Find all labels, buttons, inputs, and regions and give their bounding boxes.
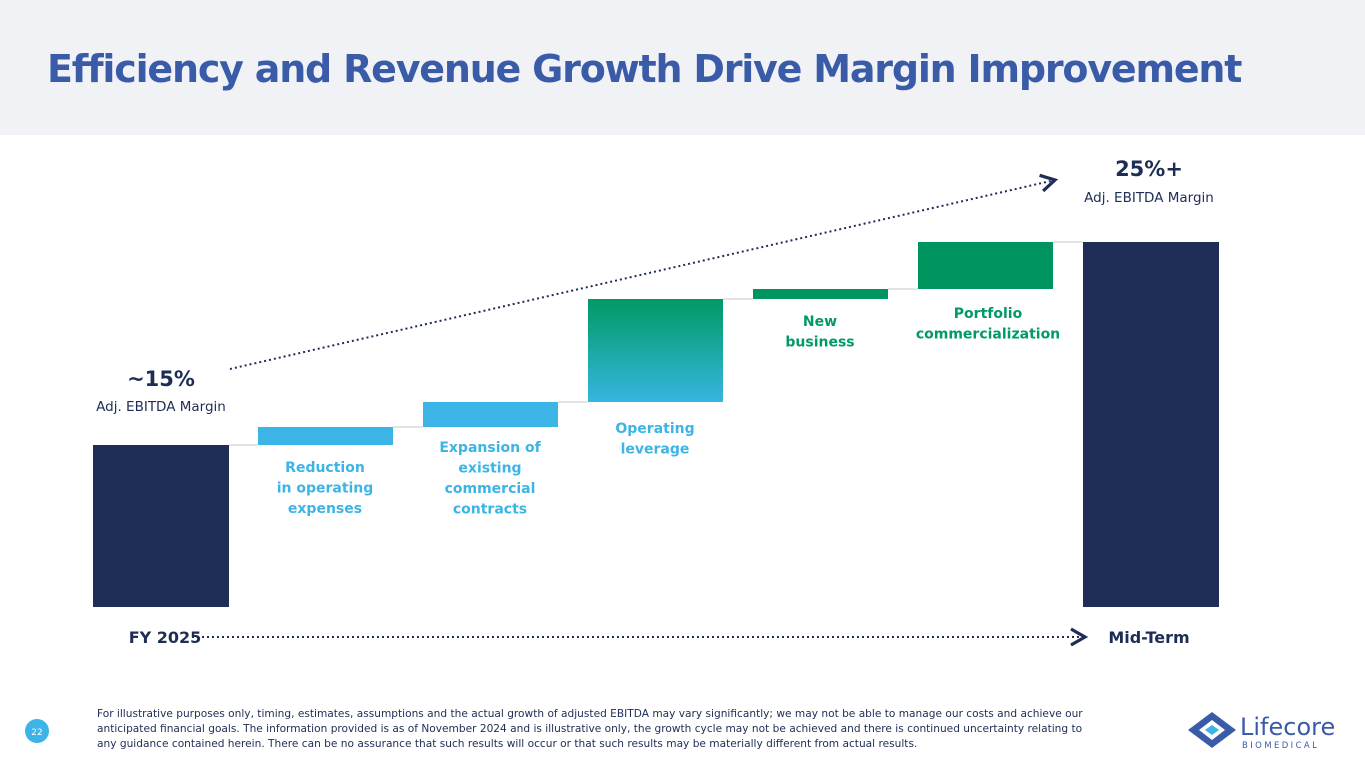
step-label: New business [785,314,854,351]
step-label-line: in operating [277,481,374,497]
step-label-line: Reduction [285,460,365,476]
step-label: Portfolio commercialization [916,306,1060,343]
page-number: 22 [31,728,42,738]
start-bar [93,445,229,607]
step-bar [258,427,393,445]
page-badge [25,719,49,743]
disclaimer: For illustrative purposes only, timing, … [97,708,1083,750]
step-label-line: commercialization [916,327,1060,343]
step-label-line: Operating [615,421,694,437]
step-label-line: contracts [453,502,527,518]
step-bar [918,242,1053,289]
end-caption: Adj. EBITDA Margin [1084,190,1214,206]
logo-subtext: BIOMEDICAL [1242,741,1319,751]
logo-mark [1188,712,1236,748]
step-label-line: Portfolio [954,306,1023,322]
step-label-line: commercial [445,481,536,497]
start-period: FY 2025 [129,628,202,647]
start-value: ~15% [127,367,195,391]
end-value: 25%+ [1115,157,1183,181]
step-bar [588,299,723,402]
step-label: Operating leverage [615,421,694,458]
trend-arrow [229,173,1059,370]
step-label-line: Expansion of [439,440,541,456]
title: Efficiency and Revenue Growth Drive Marg… [47,47,1242,91]
header-band [0,0,1365,135]
step-label: Expansion of existing commercial contracts [439,440,541,518]
end-bar [1083,242,1219,607]
step-label: Reduction in operating expenses [277,460,374,517]
step-bar [423,402,558,427]
connectors [229,241,1083,446]
step-label-line: business [785,335,854,351]
step-label-line: New [803,314,837,330]
end-period: Mid-Term [1108,628,1189,647]
logo-text: Lifecore [1240,713,1335,741]
start-caption: Adj. EBITDA Margin [96,399,226,415]
step-label-line: expenses [288,501,362,517]
step-bar [753,289,888,299]
step-label-line: existing [458,461,521,477]
step-label-line: leverage [621,442,690,458]
